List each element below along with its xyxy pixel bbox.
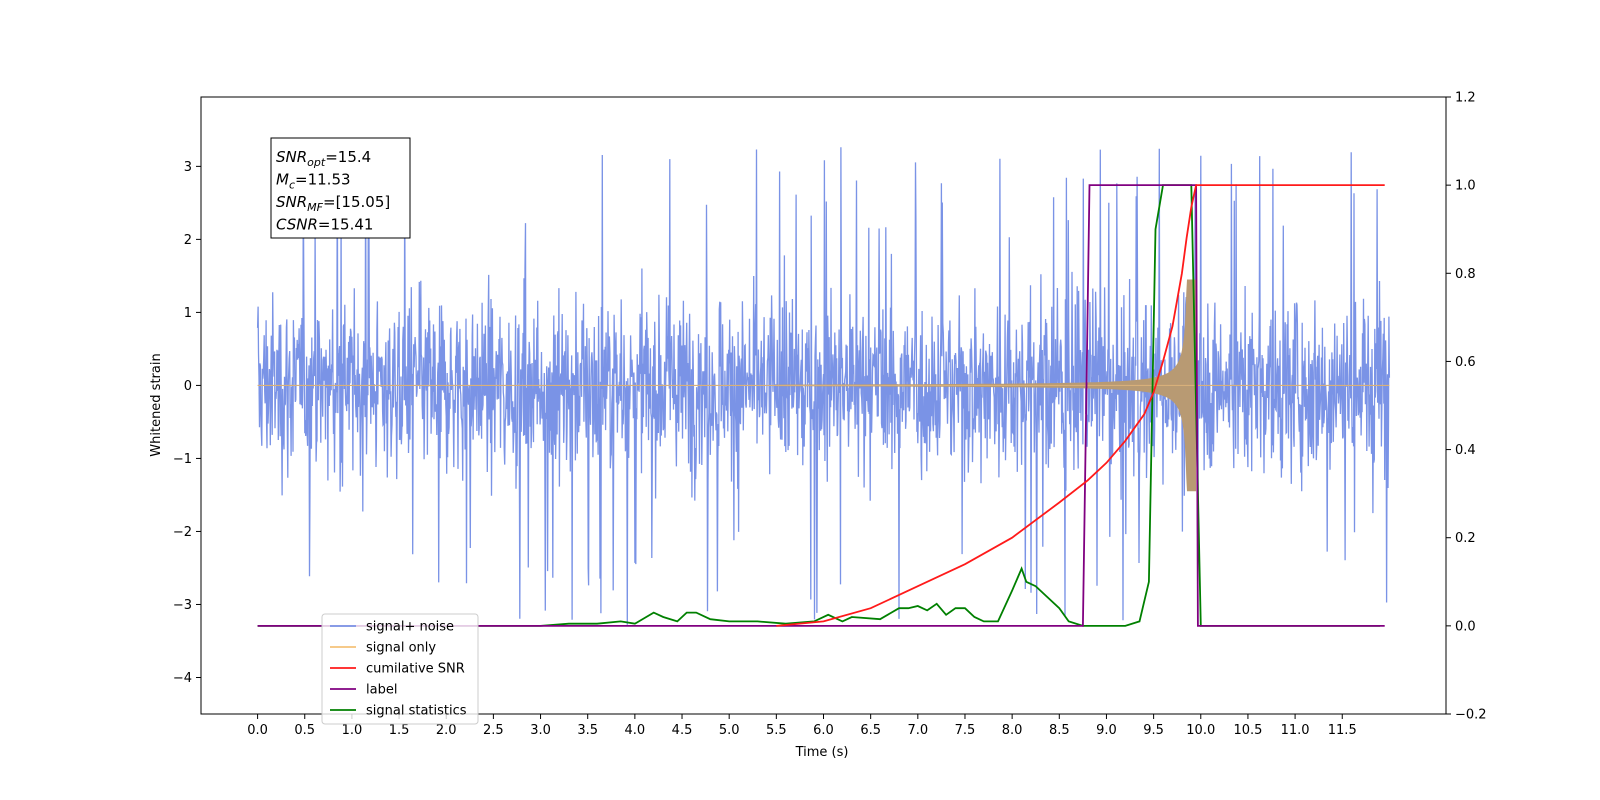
- annotation-line: CSNR=15.41: [276, 216, 373, 234]
- annotation-line: Mc=11.53: [276, 171, 351, 192]
- plot-area: [256, 147, 1391, 627]
- x-tick-label: 7.0: [907, 723, 928, 738]
- y-right-tick-label: 0.4: [1455, 443, 1476, 458]
- right-axis-series: [257, 184, 1385, 627]
- x-tick-label: 10.0: [1186, 723, 1215, 738]
- y-left-tick-label: −1: [173, 452, 192, 467]
- y-left-tick-label: 0: [184, 379, 192, 394]
- x-tick-label: 0.0: [247, 723, 268, 738]
- x-tick-label: 4.5: [672, 723, 693, 738]
- y-left-tick-label: −2: [173, 525, 192, 540]
- y-right-tick-label: 1.0: [1455, 179, 1476, 194]
- x-tick-label: 2.0: [436, 723, 457, 738]
- x-tick-label: 10.5: [1233, 723, 1262, 738]
- label-line: [257, 184, 1385, 627]
- series-signal-only: [257, 279, 1390, 492]
- y-right-tick-label: 0.8: [1455, 267, 1476, 282]
- legend-entry: label: [366, 683, 397, 698]
- x-tick-label: 7.5: [955, 723, 976, 738]
- legend-entry: signal+ noise: [366, 620, 454, 635]
- x-tick-label: 1.5: [389, 723, 410, 738]
- annotation-line: SNRMF=[15.05]: [276, 193, 390, 214]
- x-tick-label: 6.5: [860, 723, 881, 738]
- y-right-tick-label: 0.6: [1455, 355, 1476, 370]
- x-tick-label: 3.0: [530, 723, 551, 738]
- x-tick-label: 0.5: [294, 723, 315, 738]
- y-axis-label: Whitened strain: [149, 353, 164, 456]
- x-tick-label: 5.0: [719, 723, 740, 738]
- y-left-tick-label: 3: [184, 160, 192, 175]
- annotation-frame: [270, 137, 411, 239]
- x-tick-label: 9.5: [1143, 723, 1164, 738]
- x-tick-label: 11.5: [1328, 723, 1357, 738]
- y-axis-left: 3 2 1 0 −1 −2 −3 −4: [173, 160, 201, 686]
- signal-statistics-line: [257, 184, 1380, 627]
- legend-frame: [321, 613, 479, 725]
- y-left-tick-label: −4: [173, 671, 192, 686]
- x-tick-label: 11.0: [1281, 723, 1310, 738]
- series-signal-noise: [256, 147, 1391, 625]
- y-right-tick-label: −0.2: [1455, 708, 1487, 723]
- x-tick-label: 8.0: [1002, 723, 1023, 738]
- y-right-tick-label: 1.2: [1455, 91, 1476, 106]
- y-right-tick-label: 0.0: [1455, 619, 1476, 634]
- x-tick-label: 3.5: [577, 723, 598, 738]
- legend-entry: signal statistics: [366, 704, 467, 719]
- x-tick-label: 6.0: [813, 723, 834, 738]
- cumulative-snr-line: [776, 184, 1385, 627]
- x-axis-label: Time (s): [795, 745, 849, 760]
- y-left-tick-label: 2: [184, 233, 192, 248]
- x-tick-label: 4.0: [625, 723, 646, 738]
- x-tick-label: 9.0: [1096, 723, 1117, 738]
- y-left-tick-label: 1: [184, 306, 192, 321]
- x-tick-label: 2.5: [483, 723, 504, 738]
- x-axis: 0.0 0.5 1.0 1.5 2.0 2.5 3.0 3.5 4.0 4.5 5.0 5.5 6.0 6…: [247, 714, 1357, 738]
- y-axis-right: 1.2 1.0 0.8 0.6 0.4 0.2 0.0 −0.2: [1446, 91, 1487, 723]
- y-right-tick-label: 0.2: [1455, 531, 1476, 546]
- signal-noise-line: [256, 147, 1391, 625]
- y-left-tick-label: −3: [173, 598, 192, 613]
- annotation-line: SNRopt=15.4: [276, 148, 371, 169]
- legend: signal+ noise signal only cumilative SNR la…: [321, 613, 479, 725]
- legend-entry: signal only: [366, 641, 436, 656]
- x-tick-label: 8.5: [1049, 723, 1070, 738]
- x-tick-label: 5.5: [766, 723, 787, 738]
- x-tick-label: 1.0: [342, 723, 363, 738]
- legend-entry: cumilative SNR: [366, 662, 465, 677]
